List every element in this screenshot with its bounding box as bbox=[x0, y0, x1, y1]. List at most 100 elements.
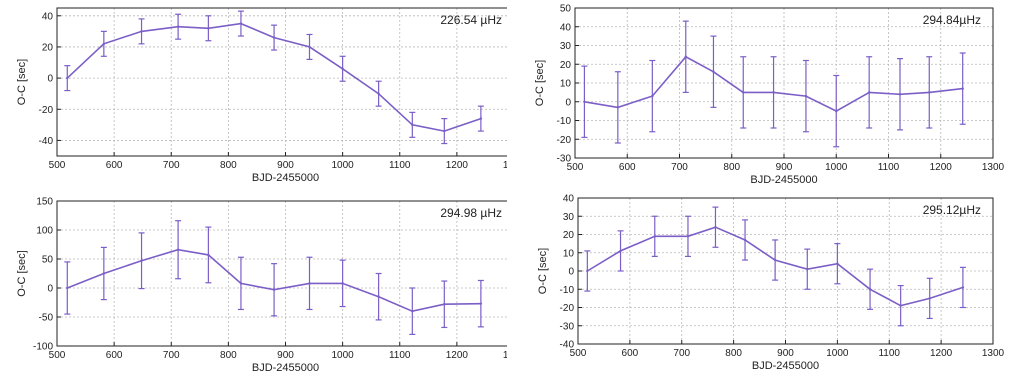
panel-1-ytick-label-3: 0 bbox=[565, 97, 571, 108]
panel-3-x-axis-label: BJD-2455000 bbox=[752, 360, 819, 372]
panel-2-ytick-label-5: 150 bbox=[36, 197, 53, 208]
panel-3-data-point-1 bbox=[619, 249, 622, 253]
panel-1-ytick-label-7: 40 bbox=[560, 22, 572, 33]
panel-2-ytick-label-4: 100 bbox=[36, 226, 53, 237]
panel-0-xtick-label-8: 1300 bbox=[503, 160, 507, 171]
panel-3-data-point-5 bbox=[743, 238, 747, 242]
panel-2-xtick-label-6: 1100 bbox=[389, 350, 411, 361]
panel-0-frame bbox=[56, 7, 507, 157]
panel-0-frequency-annotation: 226.54 µHz bbox=[440, 13, 502, 27]
panel-2-ytick-label-0: -100 bbox=[33, 342, 53, 353]
panel-2-data-point-5 bbox=[239, 282, 243, 285]
chart-panel-bottom-left: 500 600 700 800 900 1000 1100 1200 1300 -100 -50 0 5… bbox=[16, 197, 507, 374]
panel-2-data-point-1 bbox=[102, 272, 106, 275]
panel-0-xtick-label-5: 1000 bbox=[332, 160, 355, 171]
panel-3-data-point-10 bbox=[899, 304, 902, 307]
panel-3-xtick-label-1: 600 bbox=[622, 348, 639, 359]
panel-2-data-point-9 bbox=[377, 295, 380, 298]
panel-1-y-axis-label: O-C [sec] bbox=[534, 60, 546, 106]
panel-0-data-point-6 bbox=[272, 36, 276, 39]
panel-1-data-point-12 bbox=[961, 87, 964, 90]
panel-1-xtick-label-4: 900 bbox=[776, 162, 793, 173]
panel-2-ytick-label-3: 50 bbox=[42, 255, 54, 266]
panel-0-data-point-4 bbox=[207, 27, 210, 30]
panel-1-xtick-label-1: 600 bbox=[619, 162, 636, 173]
panel-3-ytick-label-6: 20 bbox=[563, 230, 575, 241]
panel-1-xtick-label-7: 1200 bbox=[930, 162, 953, 173]
panel-1-xtick-label-2: 700 bbox=[671, 162, 688, 173]
panel-2-data-point-8 bbox=[341, 282, 344, 285]
panel-3-frequency-annotation: 295.12µHz bbox=[923, 203, 981, 217]
panel-0-data-point-9 bbox=[377, 92, 380, 95]
panel-3-data-point-0 bbox=[586, 269, 589, 273]
panel-3-ytick-label-3: -10 bbox=[560, 285, 575, 296]
panel-2-data-point-12 bbox=[479, 302, 483, 305]
panel-2-x-axis-label: BJD-2455000 bbox=[252, 362, 319, 374]
panel-3-data-point-8 bbox=[836, 262, 839, 265]
panel-2-xtick-label-1: 600 bbox=[106, 350, 123, 361]
panel-2-ytick-label-1: -50 bbox=[39, 313, 54, 324]
panel-2-xtick-label-5: 1000 bbox=[332, 350, 355, 361]
panel-3-data-point-4 bbox=[714, 226, 717, 229]
panel-3-ytick-label-5: 10 bbox=[563, 248, 575, 259]
panel-3-ytick-label-2: -20 bbox=[560, 303, 575, 314]
panel-0-data-point-12 bbox=[479, 117, 483, 120]
panel-1-xtick-label-5: 1000 bbox=[825, 162, 848, 173]
panel-2-data-point-11 bbox=[443, 303, 446, 306]
panel-1-data-point-8 bbox=[835, 109, 838, 113]
panel-3-data-point-12 bbox=[961, 286, 965, 289]
panel-3-xtick-label-6: 1100 bbox=[878, 348, 900, 359]
panel-3-xtick-label-7: 1200 bbox=[930, 348, 953, 359]
panel-2-xtick-label-8: 1300 bbox=[503, 350, 507, 361]
panel-3-xtick-label-2: 700 bbox=[673, 348, 690, 359]
panel-3-xtick-label-8: 1300 bbox=[982, 348, 1005, 359]
panel-0-data-point-11 bbox=[443, 129, 446, 133]
panel-3-xtick-label-3: 800 bbox=[725, 348, 742, 359]
panel-2-data-point-3 bbox=[176, 248, 180, 251]
panel-1-data-point-0 bbox=[583, 100, 586, 103]
panel-1-x-axis-label: BJD-2455000 bbox=[750, 174, 817, 186]
panel-1-data-point-5 bbox=[742, 91, 745, 94]
panel-1-ytick-label-0: -30 bbox=[557, 154, 572, 165]
panel-3-data-point-7 bbox=[806, 267, 809, 271]
panel-2-frame bbox=[56, 200, 507, 347]
panel-1-data-point-2 bbox=[651, 94, 654, 98]
panel-1-xtick-label-0: 500 bbox=[567, 162, 584, 173]
panel-3-xtick-label-5: 1000 bbox=[826, 348, 849, 359]
panel-2-xtick-label-4: 900 bbox=[277, 350, 294, 361]
panel-0-xtick-label-0: 500 bbox=[49, 160, 66, 171]
panel-3-ytick-label-4: 0 bbox=[568, 267, 574, 278]
panel-0-xtick-label-2: 700 bbox=[163, 160, 180, 171]
panel-0-xtick-label-4: 900 bbox=[277, 160, 294, 171]
panel-0-y-axis-label: O-C [sec] bbox=[16, 59, 28, 105]
panel-0-data-point-3 bbox=[176, 25, 180, 28]
panel-1-data-point-9 bbox=[867, 91, 871, 94]
panel-2-frequency-annotation: 294.98 µHz bbox=[440, 206, 502, 220]
panel-0-data-point-7 bbox=[308, 45, 311, 49]
panel-0-ytick-label-3: 20 bbox=[42, 42, 54, 53]
panel-0-xtick-label-3: 800 bbox=[220, 160, 237, 171]
panel-0-data-point-10 bbox=[411, 123, 414, 127]
chart-panel-bottom-right: 500 600 700 800 900 1000 1100 1200 1300 -40 -30 -20… bbox=[537, 194, 1005, 373]
panel-0-xtick-label-1: 600 bbox=[106, 160, 123, 171]
panel-0-ytick-label-0: -40 bbox=[39, 136, 54, 147]
chart-panel-top-left: 500 600 700 800 900 1000 1100 1200 1300 -40 -20 0 20… bbox=[16, 7, 507, 184]
panel-1-ytick-label-6: 30 bbox=[560, 41, 572, 52]
panel-0-data-point-5 bbox=[239, 22, 243, 25]
panel-2-xtick-label-7: 1200 bbox=[446, 350, 469, 361]
panel-3-xtick-label-0: 500 bbox=[570, 348, 587, 359]
panel-2-y-axis-label: O-C [sec] bbox=[16, 250, 28, 296]
panel-3-data-point-2 bbox=[653, 235, 656, 238]
panel-3-ytick-label-1: -30 bbox=[560, 321, 575, 332]
panel-2-data-point-7 bbox=[308, 282, 311, 285]
panel-1-data-point-6 bbox=[772, 91, 775, 94]
panel-1-data-point-3 bbox=[684, 55, 687, 58]
panel-0-ytick-label-2: 0 bbox=[47, 74, 53, 85]
panel-2-xtick-label-3: 800 bbox=[220, 350, 237, 361]
panel-1-ytick-label-1: -20 bbox=[557, 135, 572, 146]
panel-2-data-point-6 bbox=[272, 288, 276, 291]
panel-1-data-point-7 bbox=[804, 94, 808, 98]
panel-1-xtick-label-6: 1100 bbox=[878, 162, 900, 173]
panel-1-xtick-label-8: 1300 bbox=[982, 162, 1005, 173]
panel-0-xtick-label-6: 1100 bbox=[389, 160, 411, 171]
